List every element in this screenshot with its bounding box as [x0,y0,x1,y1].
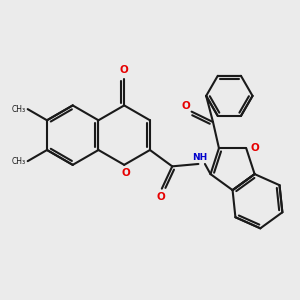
Text: O: O [121,168,130,178]
Text: CH₃: CH₃ [12,157,26,166]
Text: NH: NH [192,153,208,162]
Text: O: O [182,101,190,111]
Text: O: O [157,192,166,202]
Text: CH₃: CH₃ [12,105,26,114]
Text: O: O [250,143,259,153]
Text: O: O [120,65,129,75]
